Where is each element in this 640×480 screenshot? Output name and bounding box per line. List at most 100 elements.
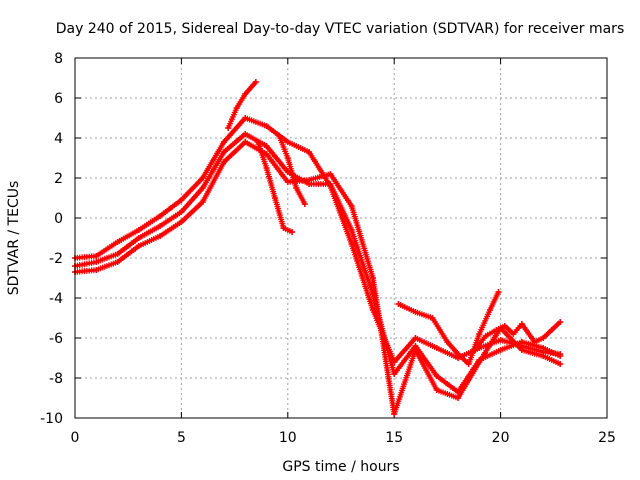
data-point: [472, 347, 479, 353]
data-point: [114, 259, 121, 265]
data-point: [220, 149, 227, 155]
data-point: [284, 155, 291, 161]
series-branch-d: [472, 319, 564, 353]
y-tick-label: 8: [54, 51, 63, 67]
data-point: [327, 171, 334, 177]
data-point: [482, 333, 489, 339]
x-axis-label: GPS time / hours: [282, 459, 399, 475]
plot-frame: [74, 57, 608, 419]
data-point: [531, 339, 538, 345]
data-point: [157, 233, 164, 239]
data-point: [225, 125, 232, 131]
series-track-2: [72, 131, 564, 395]
data-point: [178, 209, 185, 215]
data-point: [306, 149, 313, 155]
data-point: [501, 323, 508, 329]
data-point: [199, 185, 206, 191]
data-point: [93, 259, 100, 265]
data-point: [497, 337, 504, 343]
data-point: [242, 139, 249, 145]
data-point: [548, 327, 555, 333]
series-branch-a: [225, 79, 259, 131]
data-point: [289, 229, 296, 235]
data-point: [412, 347, 419, 353]
data-point: [284, 139, 291, 145]
x-tick-label: 15: [385, 430, 403, 446]
data-point: [284, 169, 291, 175]
data-point: [199, 199, 206, 205]
data-point: [476, 359, 483, 365]
x-tick-label: 20: [492, 430, 510, 446]
x-tick-label: 0: [71, 430, 80, 446]
data-point: [135, 243, 142, 249]
y-tick-label: -2: [49, 251, 63, 267]
data-point: [497, 347, 504, 353]
x-tick-label: 10: [279, 430, 297, 446]
data-point: [114, 239, 121, 245]
data-point: [263, 165, 270, 171]
data-point: [255, 139, 262, 145]
y-tick-label: 2: [54, 171, 63, 187]
data-point: [433, 373, 440, 379]
data-point: [369, 307, 376, 313]
data-point: [263, 123, 270, 129]
y-axis-label: SDTVAR / TECUs: [6, 181, 22, 296]
data-point: [252, 79, 259, 85]
data-point: [518, 321, 525, 327]
data-point: [114, 251, 121, 257]
data-point: [327, 181, 334, 187]
data-point: [157, 213, 164, 219]
data-point: [93, 253, 100, 259]
data-point: [495, 289, 502, 295]
data-point: [433, 345, 440, 351]
data-point: [233, 105, 240, 111]
series-markers: [72, 131, 564, 395]
y-tick-label: -4: [49, 291, 63, 307]
y-tick-label: -10: [40, 411, 63, 427]
data-point: [199, 175, 206, 181]
data-point: [306, 177, 313, 183]
data-point: [510, 331, 517, 337]
y-tick-label: 6: [54, 91, 63, 107]
data-point: [242, 115, 249, 121]
y-tick-labels: -10 -8 -6 -4 -2 0 2 4 6 8: [40, 51, 63, 427]
data-point: [263, 143, 270, 149]
data-point: [263, 151, 270, 157]
data-point: [433, 387, 440, 393]
y-tick-label: 4: [54, 131, 63, 147]
data-point: [276, 133, 283, 139]
data-point: [348, 203, 355, 209]
x-tick-label: 25: [598, 430, 616, 446]
data-point: [135, 227, 142, 233]
data-point: [280, 225, 287, 231]
data-point: [540, 345, 547, 351]
data-point: [455, 351, 462, 357]
y-tick-label: -8: [49, 371, 63, 387]
x-tick-labels: 0 5 10 15 20 25: [71, 430, 616, 446]
data-point: [395, 301, 402, 307]
data-point: [391, 411, 398, 417]
series-markers: [72, 139, 564, 417]
series-track-1: [72, 115, 564, 365]
data-point: [540, 353, 547, 359]
data-point: [412, 335, 419, 341]
data-point: [220, 139, 227, 145]
data-point: [178, 219, 185, 225]
series-track-3: [72, 139, 564, 417]
data-point: [272, 195, 279, 201]
series-track-4: [395, 289, 502, 367]
y-tick-label: 0: [54, 211, 63, 227]
data-point: [369, 275, 376, 281]
chart-title: Day 240 of 2015, Sidereal Day-to-day VTE…: [56, 21, 624, 37]
data-point: [493, 327, 500, 333]
x-tick-label: 5: [177, 430, 186, 446]
data-point: [540, 335, 547, 341]
data-point: [412, 309, 419, 315]
data-point: [557, 361, 564, 367]
data-point: [348, 227, 355, 233]
data-point: [486, 307, 493, 313]
data-point: [391, 371, 398, 377]
data-point: [429, 315, 436, 321]
data-point: [557, 353, 564, 359]
data-point: [465, 361, 472, 367]
